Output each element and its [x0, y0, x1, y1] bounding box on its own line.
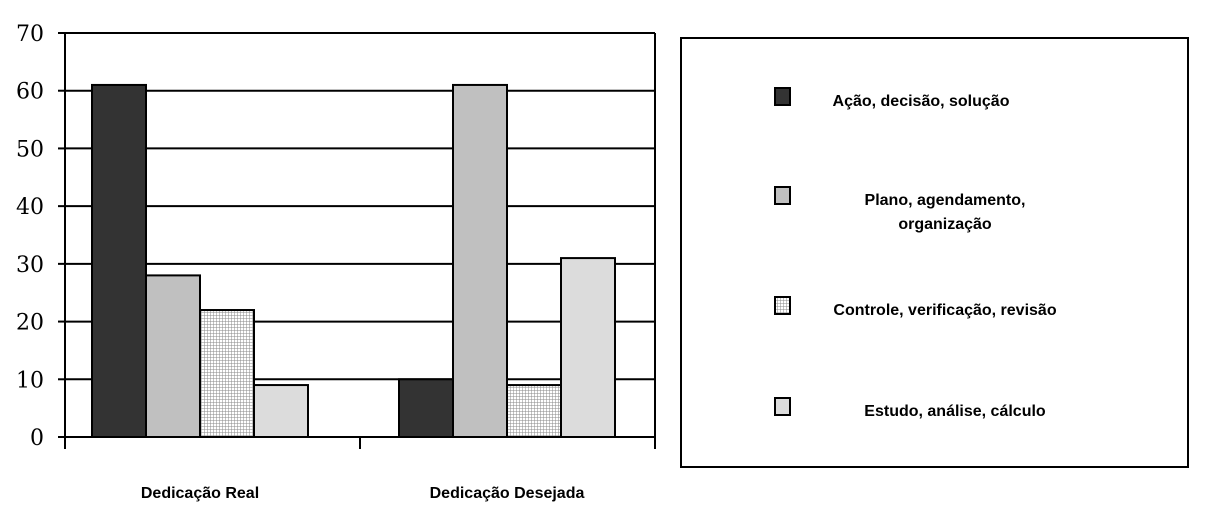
legend-swatch: [774, 186, 791, 205]
y-tick-label: 0: [30, 426, 44, 451]
bar-4-1: [253, 384, 309, 438]
legend-label: Plano, agendamento, organização: [865, 192, 1026, 233]
plot-area: 0 10 20 30 40 50 60 70 Dedicação Real Dedicação D…: [16, 22, 656, 502]
bar-1-2: [398, 378, 454, 438]
bar-4-2: [560, 257, 616, 439]
legend-label: Estudo, análise, cálculo: [864, 403, 1046, 420]
y-tick-label: 40: [16, 195, 44, 220]
bar-2-1: [145, 274, 201, 438]
y-tick-label: 60: [16, 80, 44, 105]
y-tick-label: 50: [16, 137, 44, 162]
legend-swatch: [774, 397, 791, 416]
x-category-label: Dedicação Desejada: [430, 485, 585, 502]
legend-swatch: [774, 296, 791, 315]
y-tick-label: 70: [16, 22, 44, 47]
legend-swatch: [774, 87, 791, 106]
legend: Ação, decisão, solução Plano, agendamento…: [680, 37, 1189, 468]
y-tick-label: 30: [16, 253, 44, 278]
bar-1-1: [91, 83, 147, 438]
bar-3-1: [199, 309, 255, 438]
y-tick-label: 20: [16, 311, 44, 336]
legend-label: Ação, decisão, solução: [833, 93, 1010, 110]
y-tick-label: 10: [16, 368, 44, 393]
legend-box: [680, 37, 1189, 468]
legend-label: Controle, verificação, revisão: [833, 302, 1056, 319]
bar-3-2: [506, 384, 562, 438]
x-category-label: Dedicação Real: [141, 485, 259, 502]
bar-2-2: [452, 83, 508, 438]
